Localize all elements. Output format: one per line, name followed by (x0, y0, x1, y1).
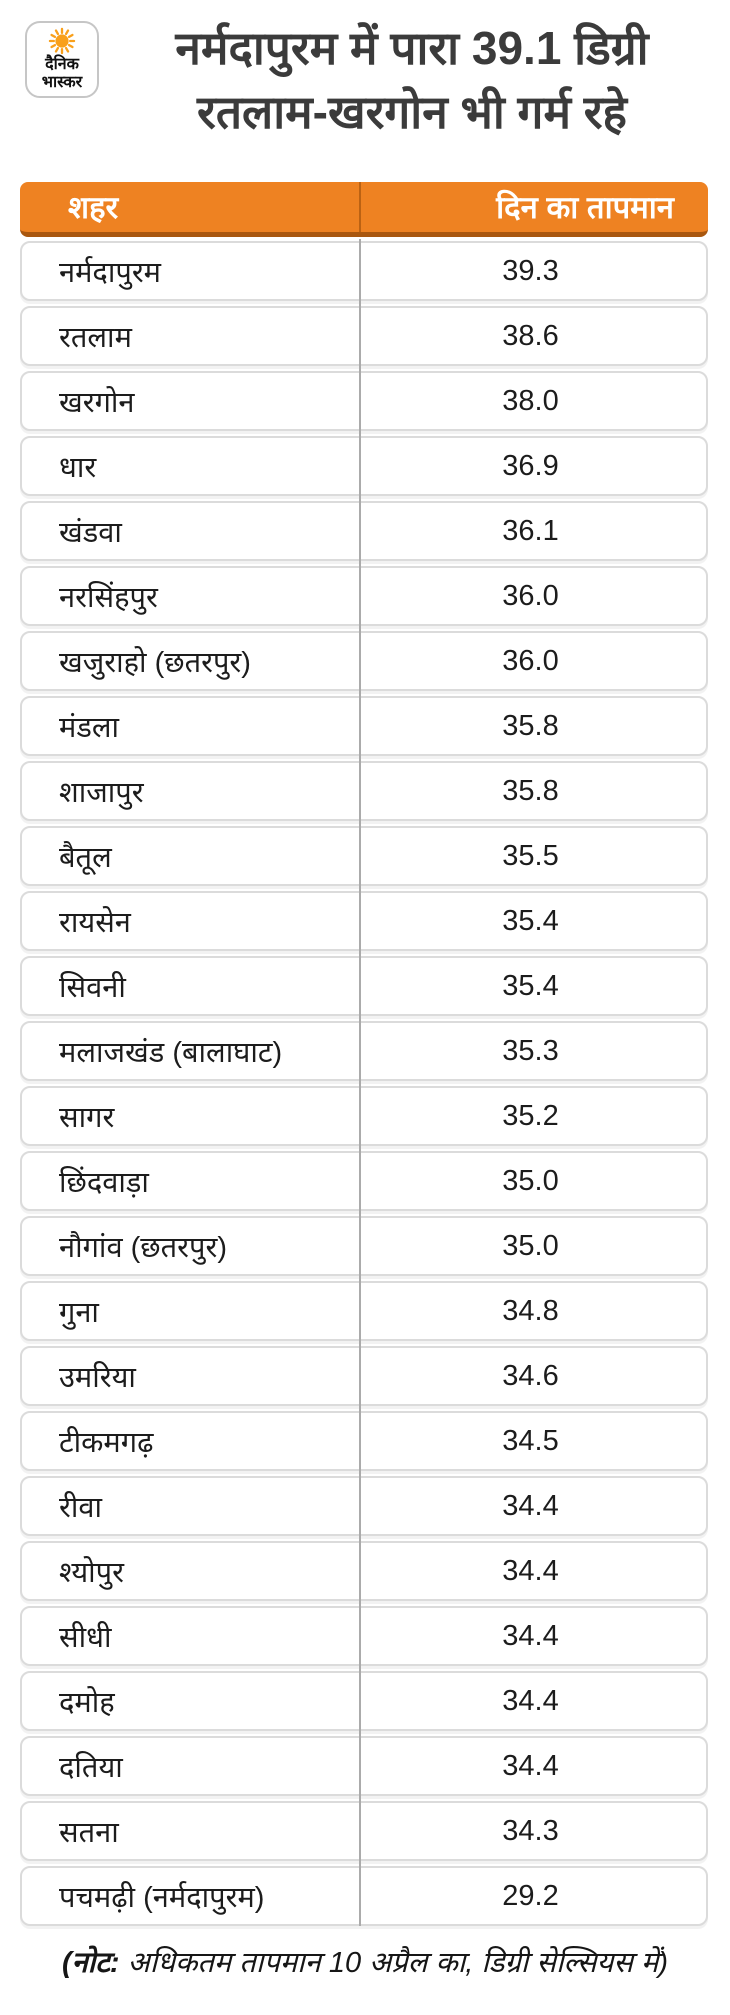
table-row: रीवा 34.4 (20, 1476, 708, 1536)
table-row: छिंदवाड़ा 35.0 (20, 1151, 708, 1211)
footnote: (नोट: अधिकतम तापमान 10 अप्रैल का, डिग्री… (0, 1942, 730, 1981)
city-cell: सतना (59, 1816, 119, 1849)
temperature-cell: 34.3 (502, 1814, 559, 1847)
table-row: रायसेन 35.4 (20, 891, 708, 951)
city-cell: नौगांव (छतरपुर) (59, 1231, 227, 1264)
table-row: दतिया 34.4 (20, 1736, 708, 1796)
logo-text-line1: दैनिक (45, 56, 79, 73)
table-row: सिवनी 35.4 (20, 956, 708, 1016)
column-header-city: शहर (68, 190, 119, 225)
table-row: सागर 35.2 (20, 1086, 708, 1146)
city-cell: खंडवा (59, 516, 122, 549)
temperature-cell: 34.4 (502, 1619, 559, 1652)
table-row: बैतूल 35.5 (20, 826, 708, 886)
temperature-cell: 34.4 (502, 1749, 559, 1782)
city-cell: उमरिया (59, 1361, 136, 1394)
city-cell: रीवा (59, 1491, 103, 1524)
city-cell: श्योपुर (59, 1556, 124, 1589)
temperature-cell: 36.0 (502, 644, 559, 677)
temperature-cell: 36.1 (502, 514, 559, 547)
city-cell: टीकमगढ़ (59, 1426, 154, 1459)
city-cell: खरगोन (59, 386, 135, 419)
temperature-cell: 39.3 (502, 254, 559, 287)
temperature-cell: 36.9 (502, 449, 559, 482)
column-header-day-temperature: दिन का तापमान (496, 190, 674, 225)
footnote-text: अधिकतम तापमान 10 अप्रैल का, डिग्री सेल्स… (119, 1947, 668, 1979)
temperature-cell: 34.6 (502, 1359, 559, 1392)
city-cell: सिवनी (59, 971, 126, 1004)
table-header-row: शहर दिन का तापमान (20, 182, 708, 237)
table-row: मलाजखंड (बालाघाट) 35.3 (20, 1021, 708, 1081)
temperature-cell: 35.5 (502, 839, 559, 872)
table-row: रतलाम 38.6 (20, 306, 708, 366)
footnote-label: (नोट: (62, 1947, 120, 1979)
page-title: नर्मदापुरम में पारा 39.1 डिग्री रतलाम-खर… (100, 16, 724, 144)
city-cell: खजुराहो (छतरपुर) (59, 646, 251, 679)
city-cell: गुना (59, 1296, 99, 1329)
logo-text-line2: भास्कर (41, 74, 83, 91)
table-row: पचमढ़ी (नर्मदापुरम) 29.2 (20, 1866, 708, 1926)
temperature-cell: 34.8 (502, 1294, 559, 1327)
table-row: सतना 34.3 (20, 1801, 708, 1861)
temperature-cell: 34.4 (502, 1554, 559, 1587)
temperature-table: शहर दिन का तापमान नर्मदापुरम 39.3 रतलाम … (20, 182, 708, 1926)
city-cell: दमोह (59, 1686, 115, 1719)
table-row: नरसिंहपुर 36.0 (20, 566, 708, 626)
temperature-cell: 38.6 (502, 319, 559, 352)
city-cell: धार (59, 451, 97, 484)
temperature-cell: 35.2 (502, 1099, 559, 1132)
page-title-line1: नर्मदापुरम में पारा 39.1 डिग्री (175, 22, 649, 74)
city-cell: बैतूल (59, 841, 112, 874)
city-cell: पचमढ़ी (नर्मदापुरम) (59, 1881, 265, 1914)
city-cell: सीधी (59, 1621, 112, 1654)
table-row: धार 36.9 (20, 436, 708, 496)
page-title-line2: रतलाम-खरगोन भी गर्म रहे (197, 86, 627, 138)
table-row: सीधी 34.4 (20, 1606, 708, 1666)
city-cell: दतिया (59, 1751, 123, 1784)
sun-icon (48, 27, 76, 55)
temperature-cell: 35.3 (502, 1034, 559, 1067)
temperature-cell: 35.8 (502, 774, 559, 807)
temperature-cell: 35.4 (502, 969, 559, 1002)
table-row: खजुराहो (छतरपुर) 36.0 (20, 631, 708, 691)
table-row: खंडवा 36.1 (20, 501, 708, 561)
table-row: उमरिया 34.6 (20, 1346, 708, 1406)
temperature-cell: 35.4 (502, 904, 559, 937)
temperature-cell: 35.0 (502, 1229, 559, 1262)
temperature-cell: 34.5 (502, 1424, 559, 1457)
table-row: श्योपुर 34.4 (20, 1541, 708, 1601)
table-row: टीकमगढ़ 34.5 (20, 1411, 708, 1471)
table-row: दमोह 34.4 (20, 1671, 708, 1731)
temperature-cell: 34.4 (502, 1489, 559, 1522)
table-body: नर्मदापुरम 39.3 रतलाम 38.6 खरगोन 38.0 धा… (20, 239, 708, 1926)
city-cell: रायसेन (59, 906, 131, 939)
table-row: नौगांव (छतरपुर) 35.0 (20, 1216, 708, 1276)
city-cell: शाजापुर (59, 776, 144, 809)
temperature-cell: 35.0 (502, 1164, 559, 1197)
table-row: शाजापुर 35.8 (20, 761, 708, 821)
city-cell: मंडला (59, 711, 120, 744)
temperature-cell: 35.8 (502, 709, 559, 742)
table-row: नर्मदापुरम 39.3 (20, 241, 708, 301)
dainik-bhaskar-logo: दैनिक भास्कर (25, 21, 99, 98)
city-cell: मलाजखंड (बालाघाट) (59, 1036, 283, 1069)
masthead: दैनिक भास्कर नर्मदापुरम में पारा 39.1 डि… (0, 0, 730, 182)
temperature-cell: 36.0 (502, 579, 559, 612)
city-cell: रतलाम (59, 321, 132, 354)
city-cell: सागर (59, 1101, 115, 1134)
table-row: खरगोन 38.0 (20, 371, 708, 431)
logo-text: दैनिक भास्कर (42, 56, 82, 92)
temperature-cell: 38.0 (502, 384, 559, 417)
temperature-cell: 29.2 (502, 1879, 559, 1912)
city-cell: छिंदवाड़ा (59, 1166, 149, 1199)
table-row: गुना 34.8 (20, 1281, 708, 1341)
city-cell: नर्मदापुरम (59, 256, 162, 289)
table-row: मंडला 35.8 (20, 696, 708, 756)
city-cell: नरसिंहपुर (59, 581, 158, 614)
temperature-cell: 34.4 (502, 1684, 559, 1717)
